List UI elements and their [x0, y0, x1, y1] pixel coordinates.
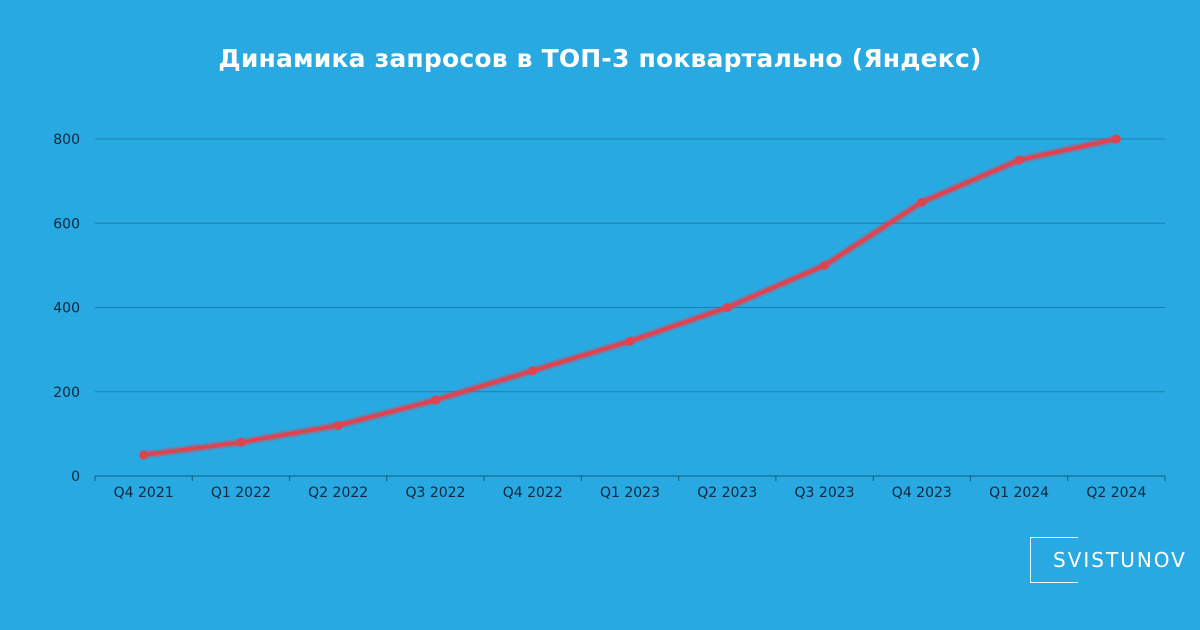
y-tick-label: 200	[53, 385, 80, 401]
data-point	[917, 197, 927, 207]
series-line	[141, 137, 1119, 457]
data-point	[1014, 155, 1024, 165]
chart-title: Динамика запросов в ТОП-3 поквартально (…	[218, 44, 982, 73]
data-point	[430, 395, 440, 405]
data-point	[236, 437, 246, 447]
data-point	[820, 260, 830, 270]
x-tick-label: Q1 2024	[989, 485, 1049, 501]
data-point	[722, 303, 732, 312]
data-point	[1111, 134, 1121, 144]
x-tick-label: Q4 2023	[892, 485, 952, 501]
y-tick-label: 0	[71, 469, 80, 485]
x-tick-label: Q2 2023	[697, 485, 757, 501]
series-line-glow	[139, 135, 1121, 459]
data-point	[333, 420, 343, 430]
series-layer	[139, 134, 1121, 460]
data-point	[139, 450, 149, 460]
brand-logo: SVISTUNOV	[1030, 537, 1185, 585]
x-tick-label: Q4 2021	[114, 485, 174, 501]
data-point	[528, 366, 538, 376]
logo-text: SVISTUNOV	[1053, 548, 1187, 572]
x-tick-label: Q2 2024	[1086, 485, 1146, 501]
x-tick-label: Q2 2022	[308, 485, 368, 501]
x-tick-label: Q1 2023	[600, 485, 660, 501]
y-tick-label: 600	[53, 216, 80, 232]
axes	[94, 475, 1166, 481]
x-tick-label: Q1 2022	[211, 485, 271, 501]
y-tick-label: 400	[53, 301, 80, 317]
logo-frame	[1030, 537, 1078, 583]
y-tick-label: 800	[53, 132, 80, 148]
data-point	[625, 336, 635, 346]
tick-labels: 0 200 400 600 800 Q4 2021 Q1 2022 Q2 2022 Q3 202…	[53, 132, 1146, 501]
x-tick-label: Q3 2023	[795, 485, 855, 501]
x-tick-label: Q4 2022	[503, 485, 563, 501]
x-tick-label: Q3 2022	[405, 485, 465, 501]
grid-lines	[95, 138, 1165, 393]
